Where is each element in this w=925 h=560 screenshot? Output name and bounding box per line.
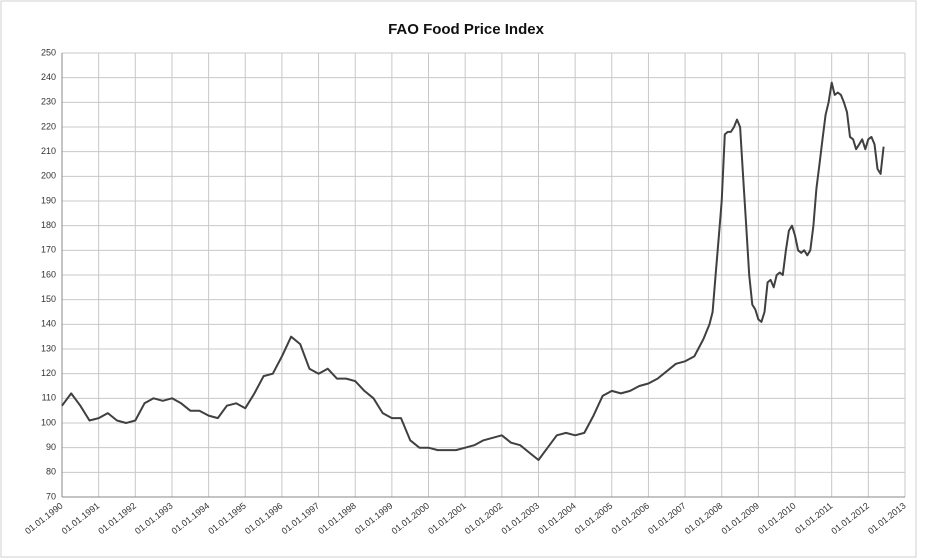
y-tick-label: 150 bbox=[41, 294, 56, 304]
y-tick-label: 240 bbox=[41, 72, 56, 82]
y-tick-label: 90 bbox=[46, 442, 56, 452]
y-tick-label: 140 bbox=[41, 319, 56, 329]
y-tick-label: 170 bbox=[41, 245, 56, 255]
chart-title: FAO Food Price Index bbox=[388, 21, 545, 38]
y-tick-label: 100 bbox=[41, 417, 56, 427]
y-tick-label: 230 bbox=[41, 97, 56, 107]
y-tick-label: 220 bbox=[41, 121, 56, 131]
y-tick-label: 210 bbox=[41, 146, 56, 156]
y-tick-label: 130 bbox=[41, 343, 56, 353]
y-tick-label: 110 bbox=[42, 393, 56, 403]
y-tick-label: 120 bbox=[41, 368, 56, 378]
y-tick-label: 70 bbox=[46, 491, 56, 501]
data-line bbox=[61, 81, 885, 461]
y-tick-label: 160 bbox=[41, 269, 56, 279]
y-tick-label: 200 bbox=[41, 171, 56, 181]
y-tick-label: 80 bbox=[46, 467, 56, 477]
y-tick-label: 180 bbox=[41, 220, 56, 230]
y-tick-label: 190 bbox=[41, 195, 56, 205]
y-tick-label: 250 bbox=[41, 47, 56, 57]
